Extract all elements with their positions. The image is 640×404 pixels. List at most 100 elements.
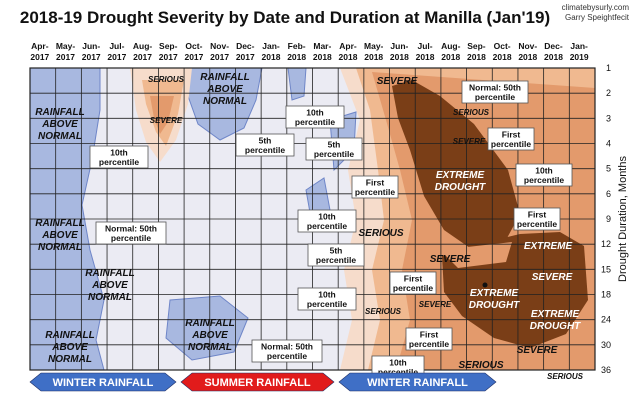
wet-label-5-line2: ABOVE: [191, 330, 228, 341]
season-band-label: SUMMER RAINFALL: [204, 377, 311, 389]
zone-serious-mid: SERIOUS: [453, 108, 490, 117]
callout-box: [297, 287, 357, 311]
callout-box: [513, 207, 561, 231]
x-tick-month: Dec-: [544, 41, 563, 51]
zone-severe-mid: SEVERE: [453, 137, 486, 146]
callout-line1: First: [528, 210, 547, 220]
x-tick-year: 2017: [30, 52, 49, 62]
y-tick-duration: 4: [606, 139, 611, 149]
callout-line1: First: [404, 274, 423, 284]
x-tick-month: Jun-: [82, 41, 100, 51]
x-tick-year: 2018: [441, 52, 460, 62]
y-tick-duration: 5: [606, 164, 611, 174]
wet-label-5-line1: RAINFALL: [185, 318, 234, 329]
callout-line1: 5th: [330, 246, 343, 256]
x-tick-year: 2018: [390, 52, 409, 62]
wet-label-top-line1: RAINFALL: [200, 72, 249, 83]
x-tick-month: Jan-: [570, 41, 588, 51]
callout-box: [251, 339, 323, 363]
y-tick-duration: 2: [606, 88, 611, 98]
x-tick-month: Aug-: [133, 41, 153, 51]
wet-label-4-line1: RAINFALL: [45, 330, 94, 341]
season-band-label: WINTER RAINFALL: [53, 377, 154, 389]
x-tick-year: 2018: [518, 52, 537, 62]
callout-box: [285, 105, 345, 129]
season-band-label: WINTER RAINFALL: [367, 377, 468, 389]
callout-box: [389, 271, 437, 295]
callout-line1: 10th: [110, 148, 127, 158]
y-tick-duration: 15: [601, 264, 611, 274]
x-tick-year: 2018: [287, 52, 306, 62]
chart-title: 2018-19 Drought Severity by Date and Dur…: [20, 8, 550, 27]
callout-line1: First: [366, 178, 385, 188]
zone-serious-bottom: SERIOUS: [458, 360, 503, 371]
callout-line2: percentile: [307, 221, 347, 231]
wet-label-5-line3: NORMAL: [188, 342, 232, 353]
wet-label-2-line1: RAINFALL: [35, 218, 84, 229]
y-tick-duration: 18: [601, 290, 611, 300]
callout-box: [405, 327, 453, 351]
plot-area: SERIOUS SEVERE RAINFALL ABOVE NORMAL RAI…: [29, 67, 596, 381]
wet-region-bottom: [165, 295, 249, 361]
x-tick-month: Jan-: [262, 41, 280, 51]
callout-line2: percentile: [307, 299, 347, 309]
callout-line2: percentile: [99, 157, 139, 167]
callout-line1: 5th: [259, 136, 272, 146]
season-band-summer: SUMMER RAINFALL: [180, 372, 335, 392]
callout-line2: percentile: [314, 149, 354, 159]
callout-line2: percentile: [111, 233, 151, 243]
y-tick-duration: 12: [601, 239, 611, 249]
zone-severe-top: SEVERE: [377, 76, 418, 87]
x-tick-month: Sep-: [159, 41, 178, 51]
zone-labels: SERIOUS SEVERE RAINFALL ABOVE NORMAL RAI…: [35, 72, 583, 381]
x-tick-month: Mar-: [313, 41, 331, 51]
x-tick-year: 2018: [467, 52, 486, 62]
wet-label-top-line2: ABOVE: [206, 84, 243, 95]
callout-box: [95, 221, 167, 245]
x-tick-year: 2017: [82, 52, 101, 62]
x-tick-year: 2017: [210, 52, 229, 62]
season-band-arrow: [180, 372, 335, 392]
callout-line1: First: [502, 130, 521, 140]
x-tick-month: May-: [56, 41, 76, 51]
callout-line1: 10th: [318, 290, 335, 300]
zone-serious-bottom-left: SERIOUS: [365, 307, 402, 316]
y-tick-duration: 1: [606, 63, 611, 73]
x-tick-month: Oct-: [185, 41, 202, 51]
callout-line1: 10th: [318, 212, 335, 222]
x-tick-year: 2017: [159, 52, 178, 62]
x-axis-ticks: Apr-2017May-2017Jun-2017Jul-2017Aug-2017…: [30, 41, 589, 62]
dry-2017-first: [150, 96, 174, 134]
x-tick-month: Oct-: [494, 41, 511, 51]
callout-line2: percentile: [267, 351, 307, 361]
dry-region-2017: [130, 68, 192, 162]
season-bands: WINTER RAINFALL SUMMER RAINFALL WINTER RAI…: [29, 372, 497, 392]
callout-box: [515, 163, 573, 187]
callout-line2: percentile: [393, 283, 433, 293]
x-tick-month: Feb-: [288, 41, 306, 51]
callout-box: [351, 175, 399, 199]
callout-box: [297, 209, 357, 233]
x-tick-year: 2018: [364, 52, 383, 62]
callout-line1: 10th: [306, 108, 323, 118]
callout-box: [487, 127, 535, 151]
y-axis-label: Drought Duration, Months: [617, 156, 629, 282]
callout-line1: First: [420, 330, 439, 340]
callout-line1: Normal: 50th: [261, 342, 313, 352]
callout-box: [307, 243, 365, 267]
season-band-winter: WINTER RAINFALL: [338, 372, 497, 392]
zone-severe-2017: SEVERE: [150, 116, 183, 125]
x-tick-year: 2019: [570, 52, 589, 62]
callout-line1: 5th: [328, 140, 341, 150]
y-tick-duration: 30: [601, 340, 611, 350]
zone-extreme-right: EXTREME: [524, 241, 573, 252]
